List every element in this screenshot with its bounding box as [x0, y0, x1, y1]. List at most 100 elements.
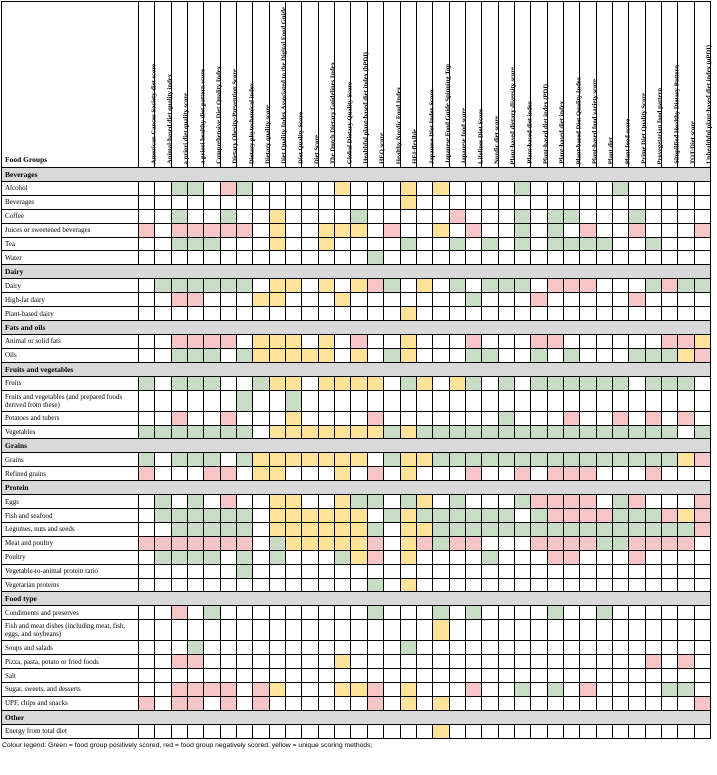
- cell-empty: [317, 605, 336, 621]
- table-row: Salt: [1, 668, 712, 684]
- cell-empty: [677, 640, 695, 656]
- cell-empty: [415, 250, 434, 266]
- cell-empty: [562, 640, 581, 656]
- cell-positive: [628, 208, 646, 224]
- cell-unique: [317, 222, 336, 238]
- cell-empty: [530, 466, 548, 482]
- cell-empty: [350, 306, 368, 322]
- cell-empty: [497, 535, 515, 551]
- cell-empty: [137, 577, 156, 593]
- cell-positive: [579, 522, 597, 537]
- cell-unique: [399, 181, 417, 196]
- cell-empty: [415, 466, 434, 482]
- food-group-label: Salt: [1, 668, 139, 684]
- cell-empty: [268, 410, 287, 426]
- cell-positive: [464, 375, 483, 391]
- cell-empty: [154, 375, 172, 391]
- cell-positive: [285, 389, 303, 412]
- cell-empty: [383, 563, 401, 579]
- cell-empty: [285, 222, 303, 238]
- cell-positive: [660, 424, 679, 440]
- cell-empty: [334, 389, 352, 412]
- cell-positive: [513, 682, 532, 697]
- cell-negative: [644, 466, 663, 482]
- cell-empty: [415, 577, 434, 593]
- cell-empty: [236, 306, 254, 322]
- cell-negative: [611, 410, 630, 426]
- cell-empty: [530, 181, 548, 196]
- cell-empty: [252, 250, 270, 266]
- cell-empty: [611, 640, 630, 656]
- food-group-label: Juices or sweetened beverages: [1, 222, 139, 238]
- cell-negative: [693, 494, 712, 510]
- cell-empty: [448, 619, 466, 642]
- cell-empty: [154, 236, 172, 252]
- cell-empty: [334, 250, 352, 266]
- cell-empty: [579, 208, 597, 224]
- cell-positive: [481, 347, 499, 363]
- cell-empty: [415, 334, 434, 349]
- cell-positive: [693, 424, 712, 440]
- cell-empty: [252, 194, 270, 210]
- cell-negative: [562, 494, 581, 510]
- cell-empty: [497, 723, 515, 739]
- cell-empty: [268, 181, 287, 196]
- cell-empty: [317, 292, 336, 308]
- cell-positive: [677, 375, 695, 391]
- food-group-label: Alcohol: [1, 181, 139, 196]
- cell-empty: [595, 389, 613, 412]
- cell-empty: [546, 695, 564, 711]
- cell-empty: [350, 250, 368, 266]
- cell-positive: [546, 522, 564, 537]
- cell-empty: [187, 410, 205, 426]
- food-group-label: Potatoes and tubers: [1, 410, 139, 426]
- table-row: Grains: [1, 452, 712, 468]
- cell-negative: [203, 334, 221, 349]
- cell-empty: [677, 563, 695, 579]
- cell-unique: [268, 522, 287, 537]
- cell-empty: [219, 236, 238, 252]
- cell-empty: [513, 640, 532, 656]
- column-header: American Cancer Society diet score: [137, 1, 157, 168]
- cell-empty: [137, 522, 156, 537]
- cell-empty: [611, 695, 630, 711]
- cell-empty: [644, 695, 663, 711]
- cell-empty: [366, 292, 385, 308]
- cell-empty: [334, 723, 352, 739]
- cell-empty: [546, 654, 564, 670]
- food-group-label: Plant-based dairy: [1, 306, 139, 322]
- cell-empty: [497, 466, 515, 482]
- cell-empty: [137, 654, 156, 670]
- cell-empty: [415, 682, 434, 697]
- cell-empty: [170, 389, 189, 412]
- cell-negative: [187, 334, 205, 349]
- cell-positive: [497, 522, 515, 537]
- cell-empty: [562, 668, 581, 684]
- cell-empty: [317, 549, 336, 565]
- cell-unique: [366, 424, 385, 440]
- cell-empty: [415, 654, 434, 670]
- cell-empty: [268, 619, 287, 642]
- cell-positive: [611, 508, 630, 524]
- cell-empty: [170, 306, 189, 322]
- cell-positive: [203, 452, 221, 468]
- section-title: Fats and oils: [0, 320, 712, 336]
- cell-positive: [546, 236, 564, 252]
- cell-positive: [579, 452, 597, 468]
- cell-empty: [677, 424, 695, 440]
- cell-empty: [513, 347, 532, 363]
- section-title: Other: [0, 709, 712, 725]
- header-row: Food Groups American Cancer Society diet…: [1, 1, 713, 168]
- cell-empty: [677, 250, 695, 266]
- cell-empty: [562, 695, 581, 711]
- cell-positive: [513, 236, 532, 252]
- cell-positive: [579, 424, 597, 440]
- table-row: Meat and poultry: [1, 535, 712, 551]
- cell-empty: [448, 668, 466, 684]
- cell-empty: [334, 577, 352, 593]
- cell-negative: [170, 222, 189, 238]
- cell-empty: [660, 306, 679, 322]
- cell-empty: [350, 181, 368, 196]
- cell-empty: [366, 668, 385, 684]
- cell-empty: [236, 577, 254, 593]
